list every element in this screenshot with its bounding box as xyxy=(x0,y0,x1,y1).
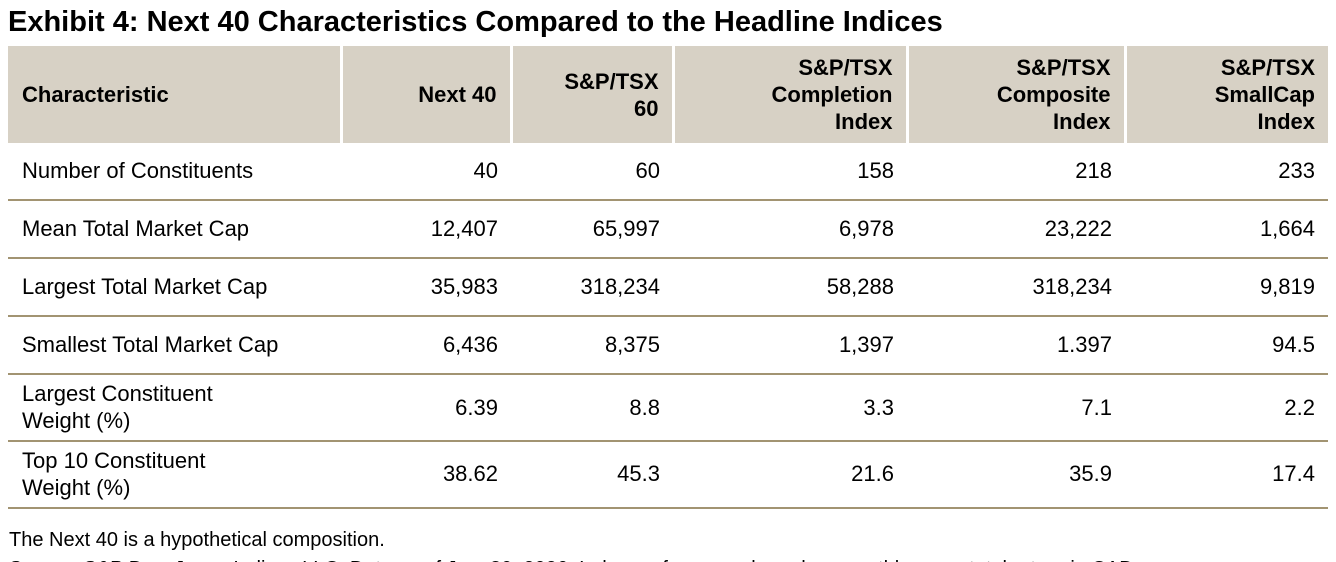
cell-value: 94.5 xyxy=(1125,316,1328,376)
page-title: Exhibit 4: Next 40 Characteristics Compa… xyxy=(8,6,943,38)
footnote-source: Source: S&P Dow Jones Indices LLC. Data … xyxy=(9,555,1328,562)
col-header-sptsx-60: S&P/TSX 60 xyxy=(509,46,673,144)
cell-value: 65,997 xyxy=(511,200,673,260)
row-label: Top 10 Constituent Weight (%) xyxy=(8,441,341,510)
row-label: Largest Constituent Weight (%) xyxy=(8,374,341,443)
cell-value: 35.9 xyxy=(907,441,1125,510)
cell-value: 6,436 xyxy=(341,316,511,376)
cell-value: 45.3 xyxy=(511,441,673,510)
table-row-smallest-total-market-cap: Smallest Total Market Cap 6,436 8,375 1,… xyxy=(8,316,1328,376)
table-row-mean-total-market-cap: Mean Total Market Cap 12,407 65,997 6,97… xyxy=(8,200,1328,260)
col-header-sptsx-smallcap-index: S&P/TSX SmallCap Index xyxy=(1123,46,1328,144)
cell-value: 1,664 xyxy=(1125,200,1328,260)
cell-value: 1,397 xyxy=(673,316,907,376)
table-row-top-10-constituent-weight: Top 10 Constituent Weight (%) 38.62 45.3… xyxy=(8,441,1328,510)
cell-value: 8.8 xyxy=(511,374,673,443)
col-header-sptsx-composite-index: S&P/TSX Composite Index xyxy=(905,46,1125,144)
table-row-largest-total-market-cap: Largest Total Market Cap 35,983 318,234 … xyxy=(8,258,1328,318)
cell-value: 6.39 xyxy=(341,374,511,443)
cell-value: 21.6 xyxy=(673,441,907,510)
cell-value: 60 xyxy=(511,143,673,202)
cell-value: 2.2 xyxy=(1125,374,1328,443)
cell-value: 318,234 xyxy=(907,258,1125,318)
col-header-sptsx-completion-index: S&P/TSX Completion Index xyxy=(671,46,907,144)
col-header-next-40: Next 40 xyxy=(339,46,511,144)
row-label: Largest Total Market Cap xyxy=(8,258,341,318)
cell-value: 17.4 xyxy=(1125,441,1328,510)
cell-value: 35,983 xyxy=(341,258,511,318)
cell-value: 6,978 xyxy=(673,200,907,260)
cell-value: 7.1 xyxy=(907,374,1125,443)
cell-value: 40 xyxy=(341,143,511,202)
row-label: Mean Total Market Cap xyxy=(8,200,341,260)
cell-value: 158 xyxy=(673,143,907,202)
cell-value: 3.3 xyxy=(673,374,907,443)
table-row-largest-constituent-weight: Largest Constituent Weight (%) 6.39 8.8 … xyxy=(8,374,1328,443)
cell-value: 12,407 xyxy=(341,200,511,260)
footnotes: The Next 40 is a hypothetical compositio… xyxy=(8,526,1328,562)
row-label: Smallest Total Market Cap xyxy=(8,316,341,376)
cell-value: 8,375 xyxy=(511,316,673,376)
cell-value: 23,222 xyxy=(907,200,1125,260)
cell-value: 318,234 xyxy=(511,258,673,318)
cell-value: 233 xyxy=(1125,143,1328,202)
cell-value: 58,288 xyxy=(673,258,907,318)
footnote-hypothetical: The Next 40 is a hypothetical compositio… xyxy=(9,529,385,552)
cell-value: 38.62 xyxy=(341,441,511,510)
cell-value: 1.397 xyxy=(907,316,1125,376)
cell-value: 218 xyxy=(907,143,1125,202)
cell-value: 9,819 xyxy=(1125,258,1328,318)
characteristics-table: Characteristic Next 40 S&P/TSX 60 S&P/TS… xyxy=(8,46,1328,510)
row-label: Number of Constituents xyxy=(8,143,341,202)
col-header-characteristic: Characteristic xyxy=(8,46,341,144)
table-row-number-of-constituents: Number of Constituents 40 60 158 218 233 xyxy=(8,143,1328,202)
header-row: Characteristic Next 40 S&P/TSX 60 S&P/TS… xyxy=(8,46,1328,144)
